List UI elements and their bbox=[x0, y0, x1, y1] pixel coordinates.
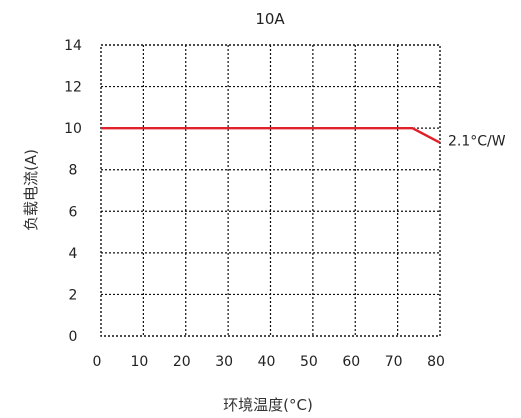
y-tick-label-3: 6 bbox=[69, 204, 78, 220]
plot-frame bbox=[100, 44, 441, 337]
x-tick-label-8: 80 bbox=[427, 354, 445, 370]
y-axis-ticks: 0 2 4 6 8 10 12 14 bbox=[64, 38, 82, 345]
y-tick-label-0: 0 bbox=[69, 329, 78, 345]
y-tick-label-5: 10 bbox=[64, 121, 82, 137]
y-axis-label: 负载电流(A) bbox=[22, 149, 40, 231]
x-tick-label-0: 0 bbox=[93, 354, 102, 370]
x-tick-label-3: 30 bbox=[215, 354, 233, 370]
y-tick-label-2: 4 bbox=[69, 246, 78, 262]
grid bbox=[100, 44, 441, 337]
x-tick-label-1: 10 bbox=[130, 354, 148, 370]
x-axis-label: 环境温度(°C) bbox=[223, 396, 313, 414]
x-tick-label-4: 40 bbox=[258, 354, 276, 370]
x-tick-label-7: 70 bbox=[385, 354, 403, 370]
x-tick-label-2: 20 bbox=[173, 354, 191, 370]
chart-title: 10A bbox=[255, 10, 285, 28]
annotation-label-0: 2.1°C/W bbox=[448, 134, 506, 150]
y-tick-label-7: 14 bbox=[64, 38, 82, 54]
annotations: 2.1°C/W bbox=[448, 134, 506, 150]
y-tick-label-1: 2 bbox=[69, 287, 78, 303]
x-tick-label-6: 60 bbox=[342, 354, 360, 370]
y-tick-label-4: 8 bbox=[69, 163, 78, 179]
x-tick-label-5: 50 bbox=[300, 354, 318, 370]
y-tick-label-6: 12 bbox=[64, 80, 82, 96]
series-line-0 bbox=[101, 126, 441, 144]
x-axis-ticks: 0 10 20 30 40 50 60 70 80 bbox=[93, 354, 445, 370]
series-layer bbox=[101, 126, 441, 144]
